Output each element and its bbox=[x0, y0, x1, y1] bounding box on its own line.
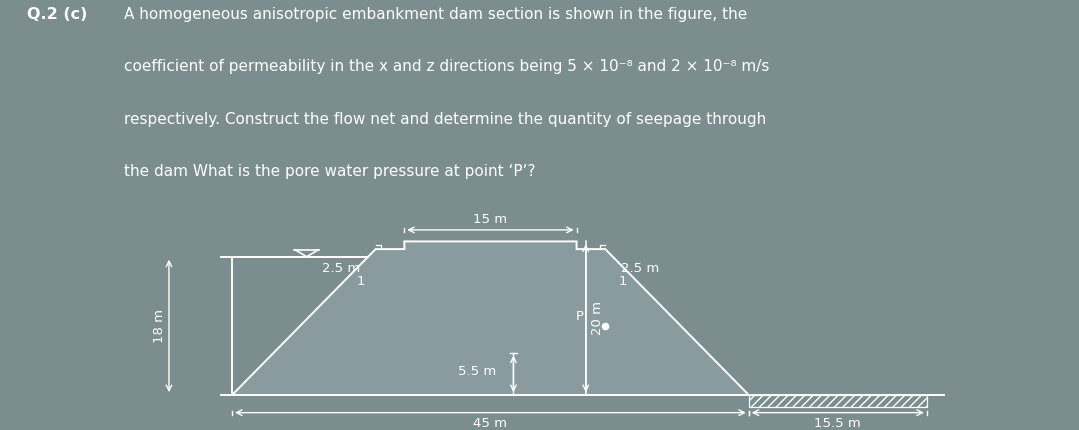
Text: respectively. Construct the flow net and determine the quantity of seepage throu: respectively. Construct the flow net and… bbox=[124, 112, 766, 127]
Text: the dam What is the pore water pressure at point ‘P’?: the dam What is the pore water pressure … bbox=[124, 164, 535, 179]
Text: A homogeneous anisotropic embankment dam section is shown in the figure, the: A homogeneous anisotropic embankment dam… bbox=[124, 7, 748, 22]
Text: coefficient of permeability in the x and z directions being 5 × 10⁻⁸ and 2 × 10⁻: coefficient of permeability in the x and… bbox=[124, 59, 769, 74]
Text: 2.5 m: 2.5 m bbox=[322, 262, 360, 275]
Text: Q.2 (c): Q.2 (c) bbox=[27, 7, 87, 22]
Text: 45 m: 45 m bbox=[474, 417, 507, 430]
Text: P: P bbox=[576, 310, 584, 323]
Polygon shape bbox=[232, 241, 749, 395]
Text: 5.5 m: 5.5 m bbox=[457, 366, 496, 378]
Text: 2.5 m: 2.5 m bbox=[620, 262, 659, 275]
Text: 18 m: 18 m bbox=[152, 309, 165, 343]
Text: 15.5 m: 15.5 m bbox=[815, 417, 861, 430]
Text: 1: 1 bbox=[618, 275, 627, 288]
Text: 15 m: 15 m bbox=[474, 213, 507, 226]
Text: 1: 1 bbox=[356, 275, 365, 288]
Text: 20 m: 20 m bbox=[591, 301, 604, 335]
